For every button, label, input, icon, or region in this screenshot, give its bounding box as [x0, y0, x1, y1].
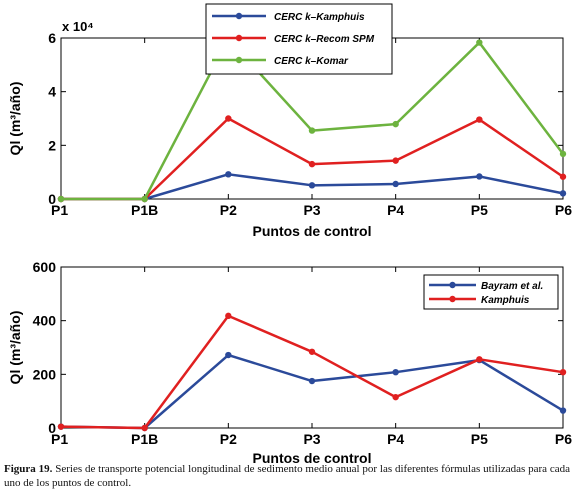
data-point [476, 173, 483, 180]
figure-caption: Figura 19. Series de transporte potencia… [4, 462, 570, 490]
x-tick-label: P6 [555, 202, 572, 218]
y-tick-label: 200 [33, 366, 57, 382]
legend-label: CERC k–Kamphuis [274, 12, 365, 23]
data-point [392, 157, 399, 164]
data-point [141, 195, 148, 203]
y-axis-label: Ql (m³/año) [7, 311, 23, 385]
x-tick-label: P4 [387, 431, 404, 447]
x-axis-label: Puntos de control [253, 223, 372, 239]
data-point [308, 127, 316, 134]
legend-swatch-marker [235, 12, 243, 20]
data-point [392, 180, 399, 188]
data-point [225, 115, 232, 122]
legend-swatch-marker [235, 56, 243, 64]
legend-box [423, 274, 559, 310]
y-tick-label: 600 [33, 259, 57, 275]
x-tick-label: P2 [220, 431, 237, 447]
series-line [60, 353, 564, 430]
data-point [559, 407, 567, 414]
x-tick-label: P1 [51, 431, 68, 447]
legend-swatch-marker [449, 281, 456, 289]
data-point [476, 39, 483, 46]
data-point [392, 120, 399, 128]
x-tick-label: P4 [387, 202, 404, 218]
data-point [559, 150, 567, 158]
data-point [57, 195, 65, 203]
y-tick-label: 400 [33, 313, 57, 329]
x-tick-label: P6 [555, 431, 572, 447]
legend-label: CERC k–Recom SPM [274, 34, 375, 45]
data-point [559, 368, 567, 376]
series-line [60, 314, 564, 430]
data-point [141, 424, 148, 432]
caption-text: Series de transporte potencial longitudi… [4, 463, 571, 489]
legend-swatch-marker [449, 295, 456, 303]
x-tick-label: P3 [303, 431, 320, 447]
y-exponent-label: x 10⁴ [62, 19, 94, 34]
x-tick-label: P1 [51, 202, 68, 218]
y-tick-label: 4 [48, 84, 56, 100]
data-point [225, 312, 232, 320]
data-point [308, 377, 316, 385]
x-tick-label: P1B [131, 202, 158, 218]
y-axis-label: Ql (m³/año) [7, 82, 23, 156]
data-point [476, 116, 483, 123]
y-tick-label: 6 [48, 30, 56, 46]
legend-swatch-marker [235, 34, 243, 42]
x-tick-label: P3 [303, 202, 320, 218]
x-tick-label: P5 [471, 431, 488, 447]
data-point [225, 171, 232, 178]
x-axis-label: Puntos de control [253, 450, 372, 466]
chart-top: 0 2 4 6 P1 P1B P2 P3 P4 P5 P6 Puntos de control Ql (… [7, 3, 572, 239]
caption-label: Figura 19. [4, 463, 53, 475]
x-tick-label: P2 [220, 202, 237, 218]
x-tick-label: P1B [131, 431, 158, 447]
legend-label: CERC k–Komar [274, 56, 349, 67]
chart-bottom: 0 200 400 600 P1 P1B P2 P3 P4 P5 P6 Puntos de contr… [7, 259, 572, 466]
y-tick-label: 2 [48, 137, 56, 153]
y-tick-label: 0 [48, 191, 56, 207]
x-tick-label: P5 [471, 202, 488, 218]
data-point [57, 423, 65, 430]
data-point [559, 190, 567, 197]
data-point [392, 368, 399, 376]
data-point [476, 356, 483, 363]
legend-label: Kamphuis [481, 295, 530, 306]
data-point [225, 351, 232, 359]
data-point [308, 348, 316, 355]
y-tick-label: 0 [48, 420, 56, 436]
data-point [392, 393, 399, 401]
data-point [308, 182, 316, 189]
legend-label: Bayram et al. [481, 281, 543, 292]
data-point [559, 173, 567, 180]
data-point [308, 160, 316, 168]
